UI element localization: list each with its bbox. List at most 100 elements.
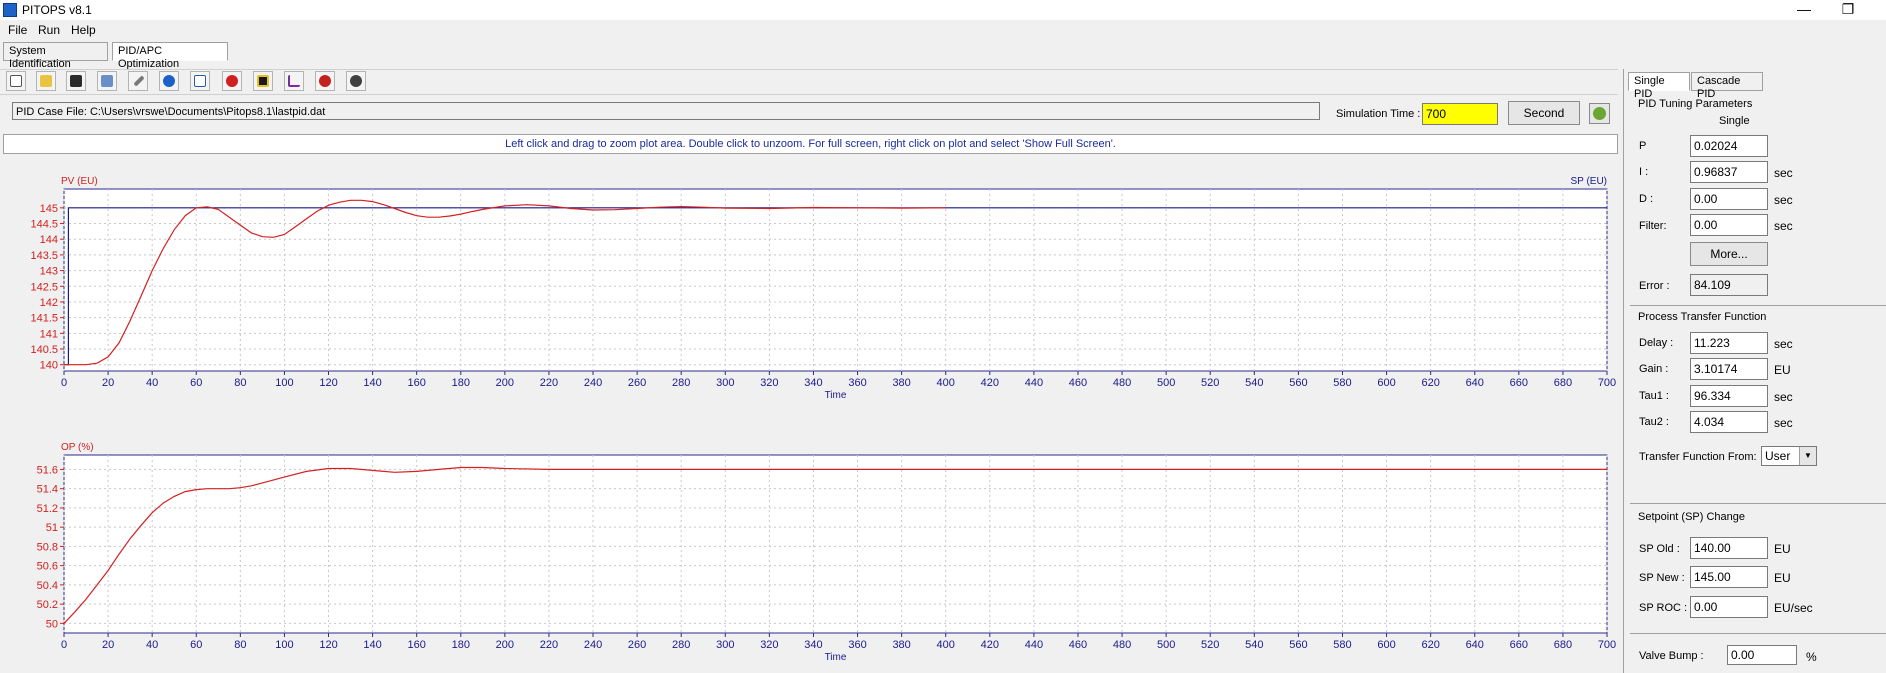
tau2-input[interactable]: 4.034 [1690,411,1768,433]
menu-run[interactable]: Run [38,23,61,37]
valve-bump-input[interactable]: 0.00 [1727,645,1797,665]
app-icon [3,3,17,17]
edit-icon[interactable] [128,71,148,91]
op-chart-plot-area [63,454,1608,634]
op-chart-y-tick-label: 50 [46,618,58,630]
pv-chart-series-1-line [64,199,946,366]
save-icon[interactable] [66,71,86,91]
pv-chart-y-tick-label: 141 [40,328,58,340]
pv-chart-x-tick-label: 560 [1289,377,1307,389]
sp-new-label: SP New : [1639,572,1685,584]
restore-button[interactable]: ❐ [1841,1,1855,17]
tab-cascade-pid[interactable]: Cascade PID [1691,72,1763,100]
pv-sp-chart[interactable]: 0 20 40 60 80 100 120 140 160 180 200 220 240 260 280 3… [0,175,1618,410]
op-chart-x-tick-label: 80 [234,639,246,651]
step-icon[interactable] [284,71,304,91]
more-button[interactable]: More... [1690,242,1768,266]
chart-icon[interactable] [190,71,210,91]
sp-new-unit: EU [1774,571,1791,585]
pv-chart-y-label: PV (EU) [61,176,98,187]
op-chart-x-tick-label: 180 [452,639,470,651]
pv-chart-x-tick-label: 540 [1245,377,1263,389]
sp-old-input[interactable]: 140.00 [1690,537,1768,559]
op-chart-y-tick-label: 51.6 [37,464,58,476]
pv-chart-y-tick-label: 140.5 [30,344,58,356]
tau2-unit: sec [1774,416,1793,430]
setpoint-group [1630,503,1886,504]
pv-chart-x-tick-label: 660 [1510,377,1528,389]
tab-system-identification[interactable]: System Identification [3,42,108,70]
open-icon[interactable] [36,71,56,91]
gain-input[interactable]: 3.10174 [1690,358,1768,380]
op-chart-x-tick-label: 60 [190,639,202,651]
simulation-help-icon[interactable] [1589,103,1610,124]
pv-chart-x-tick-label: 220 [540,377,558,389]
pv-chart-x-tick-label: 200 [496,377,514,389]
d-label: D : [1639,193,1654,205]
tab-pid-apc-optimization[interactable]: PID/APC Optimization [112,42,228,70]
op-chart-x-tick-label: 200 [496,639,514,651]
i-unit: sec [1774,166,1793,180]
op-chart[interactable]: 0 20 40 60 80 100 120 140 160 180 200 220 240 260 280 3… [0,435,1618,673]
op-chart-y-tick-label: 51 [46,522,58,534]
tau1-unit: sec [1774,390,1793,404]
i-input[interactable]: 0.96837 [1690,161,1768,183]
sp-roc-unit: EU/sec [1774,601,1813,615]
d-input[interactable]: 0.00 [1690,188,1768,210]
op-chart-x-tick-label: 140 [363,639,381,651]
op-chart-x-tick-label: 120 [319,639,337,651]
filter-label: Filter: [1639,220,1667,232]
op-chart-x-tick-label: 360 [848,639,866,651]
delay-input[interactable]: 11.223 [1690,332,1768,354]
second-unit-button[interactable]: Second [1508,101,1580,125]
simulation-time-input[interactable]: 700 [1422,103,1498,125]
pv-chart-x-label: Time [825,390,847,401]
pv-chart-x-tick-label: 500 [1157,377,1175,389]
menu-help[interactable]: Help [71,23,96,37]
gain-unit: EU [1774,363,1791,377]
pv-chart-x-tick-label: 520 [1201,377,1219,389]
tf-from-select[interactable]: User ▼ [1761,446,1817,466]
p-input[interactable]: 0.02024 [1690,135,1768,157]
pv-chart-x-tick-label: 380 [892,377,910,389]
s-icon[interactable] [222,71,242,91]
pv-chart-x-tick-label: 120 [319,377,337,389]
pv-chart-x-tick-label: 20 [102,377,114,389]
op-chart-x-tick-label: 640 [1466,639,1484,651]
op-chart-x-tick-label: 480 [1113,639,1131,651]
error-value: 84.109 [1690,274,1768,296]
tab-single-pid[interactable]: Single PID [1628,72,1690,100]
op-chart-x-tick-label: 460 [1069,639,1087,651]
minimize-button[interactable]: — [1797,1,1811,17]
op-chart-y-tick-label: 50.8 [37,541,58,553]
valve-bump-label: Valve Bump : [1639,650,1704,662]
help-icon[interactable] [159,71,179,91]
wave-icon[interactable] [253,71,273,91]
op-chart-x-tick-label: 600 [1377,639,1395,651]
sp-new-input[interactable]: 145.00 [1690,566,1768,588]
op-chart-x-tick-label: 20 [102,639,114,651]
op-chart-series-0-line [63,466,1607,624]
pv-chart-y-tick-label: 140 [40,360,58,372]
op-chart-y-tick-label: 50.6 [37,561,58,573]
chevron-down-icon[interactable]: ▼ [1799,447,1816,465]
new-icon[interactable] [6,71,26,91]
m-icon[interactable] [346,71,366,91]
filter-input[interactable]: 0.00 [1690,214,1768,236]
sp-roc-input[interactable]: 0.00 [1690,596,1768,618]
sp-old-label: SP Old : [1639,543,1680,555]
op-chart-y-tick-label: 50.4 [37,580,58,592]
pv-chart-x-tick-label: 60 [190,377,202,389]
pv-chart-x-tick-label: 100 [275,377,293,389]
op-chart-x-tick-label: 380 [892,639,910,651]
print-icon[interactable] [97,71,117,91]
tf-from-value: User [1765,449,1791,463]
pv-chart-x-tick-label: 320 [760,377,778,389]
pv-chart-plot-area [63,188,1608,372]
menu-file[interactable]: File [8,23,28,37]
tau1-input[interactable]: 96.334 [1690,385,1768,407]
sp-roc-label: SP ROC : [1639,602,1688,614]
r-icon[interactable] [315,71,335,91]
pv-chart-y-tick-label: 144.5 [30,219,58,231]
pv-chart-x-tick-label: 80 [234,377,246,389]
